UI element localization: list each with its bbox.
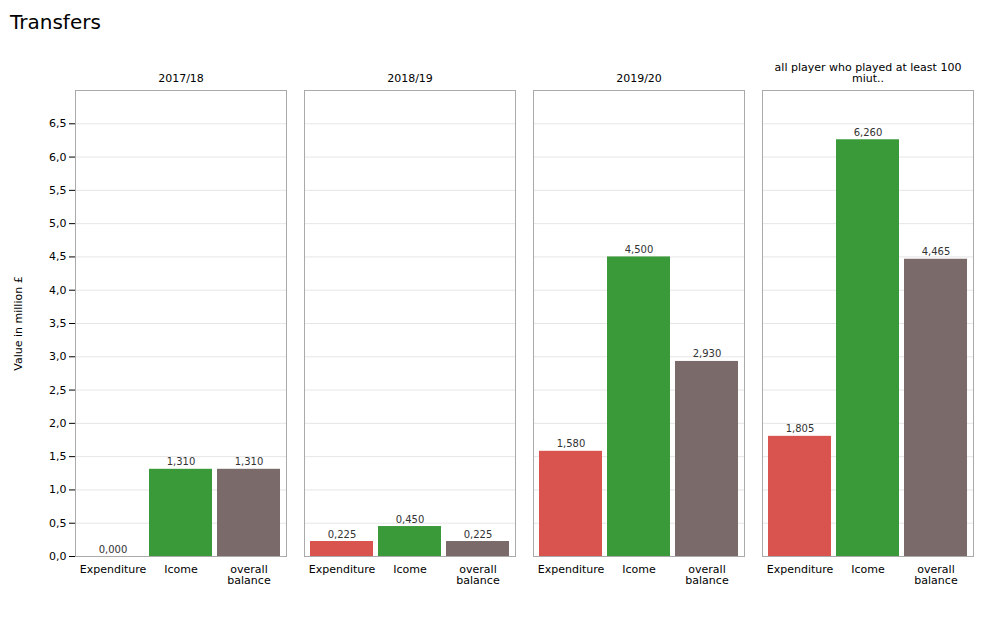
svg-text:Expenditure: Expenditure xyxy=(80,563,147,576)
svg-text:1,310: 1,310 xyxy=(235,456,264,467)
svg-text:5,0: 5,0 xyxy=(49,217,67,230)
svg-text:Value in million £: Value in million £ xyxy=(12,276,25,370)
svg-text:3,5: 3,5 xyxy=(49,317,67,330)
svg-text:6,260: 6,260 xyxy=(854,127,883,138)
svg-text:2019/20: 2019/20 xyxy=(616,72,662,85)
svg-text:Expenditure: Expenditure xyxy=(767,563,834,576)
svg-text:4,5: 4,5 xyxy=(49,250,67,263)
html-text:Transfers: Transfers xyxy=(10,10,101,34)
svg-text:2018/19: 2018/19 xyxy=(387,72,433,85)
svg-text:0,000: 0,000 xyxy=(99,544,128,555)
svg-text:4,0: 4,0 xyxy=(49,284,67,297)
svg-text:2,0: 2,0 xyxy=(49,417,67,430)
svg-text:0,450: 0,450 xyxy=(396,514,425,525)
svg-text:1,0: 1,0 xyxy=(49,483,67,496)
svg-text:0,225: 0,225 xyxy=(464,529,493,540)
svg-text:5,5: 5,5 xyxy=(49,184,67,197)
svg-text:0,225: 0,225 xyxy=(328,529,357,540)
svg-text:Icome: Icome xyxy=(393,563,427,576)
svg-text:Icome: Icome xyxy=(164,563,198,576)
svg-text:0,0: 0,0 xyxy=(49,550,67,563)
svg-text:0,5: 0,5 xyxy=(49,517,67,530)
svg-text:2,5: 2,5 xyxy=(49,384,67,397)
svg-text:Expenditure: Expenditure xyxy=(538,563,605,576)
svg-text:6,0: 6,0 xyxy=(49,151,67,164)
svg-text:all player who played at least: all player who played at least 100miut.. xyxy=(775,61,962,85)
svg-text:1,580: 1,580 xyxy=(557,438,586,449)
svg-text:overallbalance: overallbalance xyxy=(227,563,271,587)
svg-text:overallbalance: overallbalance xyxy=(914,563,958,587)
svg-text:1,805: 1,805 xyxy=(786,423,815,434)
svg-text:overallbalance: overallbalance xyxy=(685,563,729,587)
svg-text:Icome: Icome xyxy=(622,563,656,576)
svg-text:4,500: 4,500 xyxy=(625,244,654,255)
svg-text:3,0: 3,0 xyxy=(49,350,67,363)
svg-text:1,5: 1,5 xyxy=(49,450,67,463)
svg-text:4,465: 4,465 xyxy=(922,246,951,257)
svg-text:1,310: 1,310 xyxy=(167,456,196,467)
svg-text:Expenditure: Expenditure xyxy=(309,563,376,576)
svg-text:2,930: 2,930 xyxy=(693,348,722,359)
svg-text:2017/18: 2017/18 xyxy=(158,72,204,85)
svg-text:Icome: Icome xyxy=(851,563,885,576)
svg-text:overallbalance: overallbalance xyxy=(456,563,500,587)
svg-text:6,5: 6,5 xyxy=(49,117,67,130)
